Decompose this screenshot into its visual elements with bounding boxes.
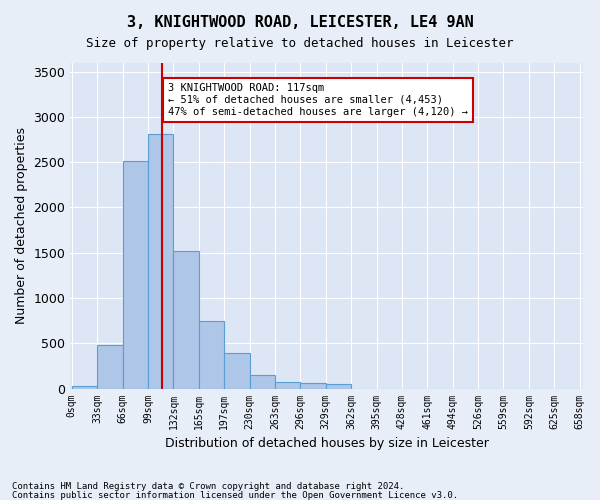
Bar	[326, 384, 351, 388]
Bar	[199, 320, 224, 388]
Bar	[173, 251, 199, 388]
Bar	[250, 376, 275, 388]
Bar	[148, 134, 173, 388]
Text: Contains HM Land Registry data © Crown copyright and database right 2024.: Contains HM Land Registry data © Crown c…	[12, 482, 404, 491]
Text: 3 KNIGHTWOOD ROAD: 117sqm
← 51% of detached houses are smaller (4,453)
47% of se: 3 KNIGHTWOOD ROAD: 117sqm ← 51% of detac…	[168, 84, 468, 116]
Bar	[72, 386, 97, 388]
Bar	[97, 345, 122, 389]
Y-axis label: Number of detached properties: Number of detached properties	[15, 127, 28, 324]
X-axis label: Distribution of detached houses by size in Leicester: Distribution of detached houses by size …	[165, 437, 489, 450]
Text: Size of property relative to detached houses in Leicester: Size of property relative to detached ho…	[86, 38, 514, 51]
Text: Contains public sector information licensed under the Open Government Licence v3: Contains public sector information licen…	[12, 490, 458, 500]
Text: 3, KNIGHTWOOD ROAD, LEICESTER, LE4 9AN: 3, KNIGHTWOOD ROAD, LEICESTER, LE4 9AN	[127, 15, 473, 30]
Bar	[224, 353, 250, 388]
Bar	[122, 161, 148, 388]
Bar	[301, 383, 326, 388]
Bar	[275, 382, 301, 388]
